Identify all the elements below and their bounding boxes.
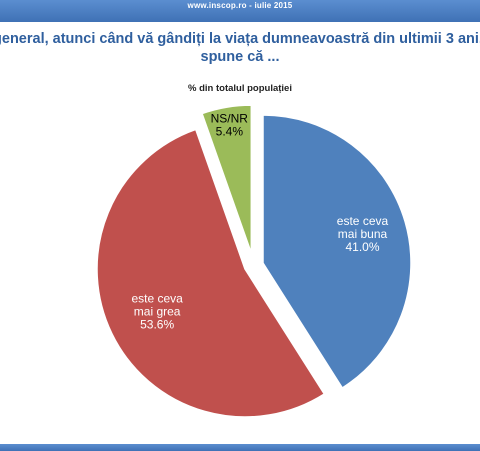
slice-label-2: NS/NR 5.4% <box>211 111 249 138</box>
question-line-1: În general, atunci când vă gândiți la vi… <box>0 31 480 47</box>
slice-name-1: mai grea <box>134 305 181 319</box>
pie-slice-1 <box>96 128 326 418</box>
slice-label-1: este ceva mai grea 53.6% <box>131 292 183 332</box>
top-banner: www.inscop.ro - iulie 2015 <box>0 0 480 22</box>
pie-slice-2 <box>201 104 253 254</box>
slice-value-0: 41.0% <box>345 240 379 254</box>
slice-name-0: mai buna <box>338 227 388 241</box>
bottom-banner <box>0 444 480 451</box>
slice-name-0: este ceva <box>337 214 389 228</box>
slice-name-1: este ceva <box>131 292 183 306</box>
slice-value-2: 5.4% <box>216 124 244 138</box>
slice-label-0: este ceva mai buna 41.0% <box>337 214 389 254</box>
site-url: www.inscop.ro - iulie 2015 <box>187 1 293 10</box>
question-line-2: spune că ... <box>200 49 280 65</box>
slice-value-1: 53.6% <box>140 318 174 332</box>
survey-question: În general, atunci când vă gândiți la vi… <box>0 30 480 66</box>
slice-name-2: NS/NR <box>211 111 249 125</box>
chart-title: % din totalul populației <box>188 83 292 94</box>
pie-slice-0 <box>262 114 412 389</box>
